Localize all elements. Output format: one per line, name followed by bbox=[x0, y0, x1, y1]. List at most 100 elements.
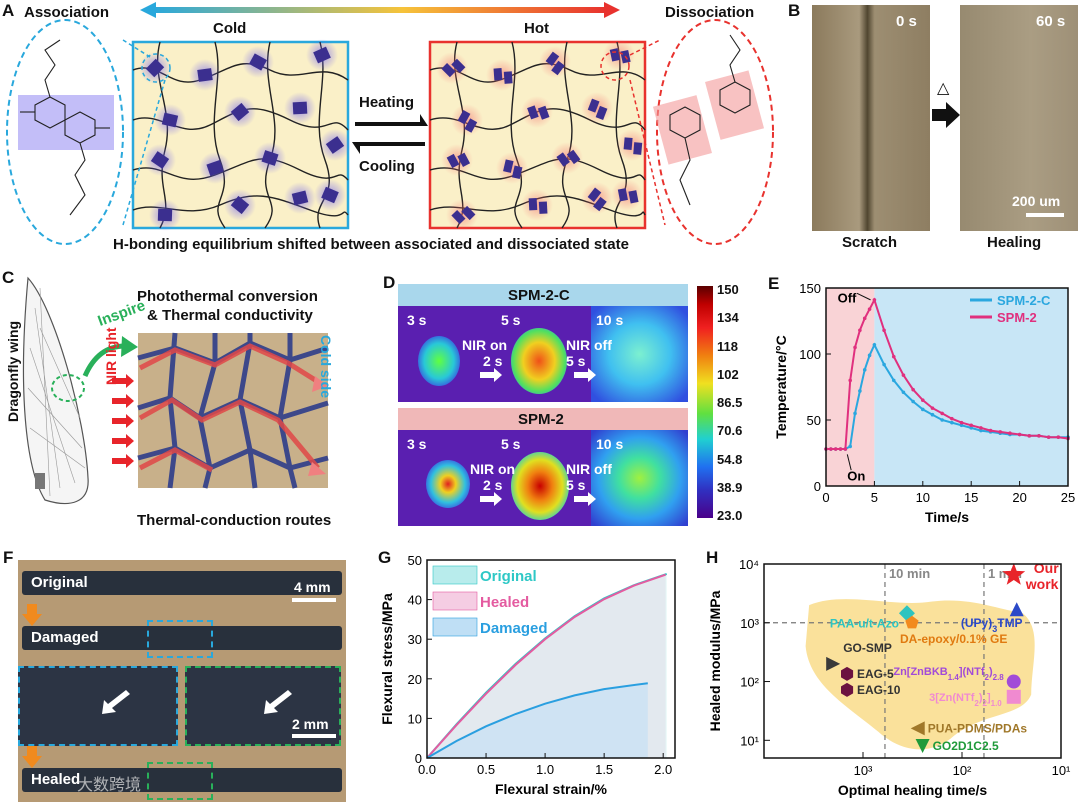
colorbar-tick-label: 23.0 bbox=[717, 508, 743, 523]
spm2c-header bbox=[398, 284, 688, 306]
y-tick-label: 20 bbox=[408, 672, 422, 687]
data-point bbox=[1027, 434, 1032, 438]
hot-motif-half bbox=[464, 118, 478, 133]
hot-motif-half bbox=[441, 63, 456, 78]
data-point bbox=[872, 298, 877, 302]
panel-c-illustration bbox=[22, 276, 329, 505]
hot-motif-half bbox=[537, 105, 550, 120]
association-label: Association bbox=[24, 4, 110, 21]
hot-motif-half bbox=[623, 137, 633, 150]
data-point bbox=[882, 362, 886, 367]
d-row1-t10: 10 s bbox=[596, 312, 624, 328]
x-axis-label: Flexural strain/% bbox=[495, 781, 608, 797]
y-tick-label: 10 bbox=[408, 711, 422, 726]
healed-crack-arrow-icon bbox=[264, 690, 292, 714]
arrow-down-icon bbox=[22, 604, 42, 626]
y-tick-label: 100 bbox=[799, 347, 821, 362]
paa-azo-label: PAA-u/t-Azo bbox=[830, 616, 899, 630]
y-tick-label: 0 bbox=[814, 479, 821, 494]
original-label: Original bbox=[31, 574, 88, 591]
hot-motif-half bbox=[503, 71, 513, 84]
d-row1-t5: 5 s bbox=[501, 312, 521, 328]
legend-label: SPM-2-C bbox=[997, 293, 1051, 308]
plot-frame bbox=[763, 563, 1062, 759]
panel-c-title-line1: Photothermal conversion bbox=[137, 288, 318, 305]
data-region-blob bbox=[805, 599, 1035, 750]
data-point bbox=[901, 390, 906, 395]
hot-motif-half bbox=[556, 152, 570, 167]
data-point bbox=[940, 411, 944, 416]
time-0s-label: 0 s bbox=[896, 13, 917, 30]
panel-c-letter: C bbox=[2, 268, 15, 287]
cold-motif bbox=[206, 160, 224, 176]
data-point bbox=[1056, 435, 1061, 439]
damaged-closeup bbox=[18, 666, 178, 746]
data-point bbox=[882, 328, 886, 333]
plot-frame bbox=[825, 287, 1069, 487]
data-point bbox=[950, 416, 954, 421]
hot-motif-half bbox=[545, 51, 560, 66]
x-tick-label: 10³ bbox=[854, 763, 873, 778]
data-point bbox=[891, 378, 896, 383]
temperature-time-chart: 0 5 10 15 20 25 0 50 100 150 Time/s Temperature/°C S… bbox=[773, 281, 1075, 525]
d-row1-on-2s: 2 s bbox=[483, 353, 503, 369]
d-row2-t10: 10 s bbox=[596, 436, 624, 452]
area-damaged bbox=[427, 683, 648, 758]
our-work-label-line1: Our bbox=[1034, 560, 1059, 576]
x-tick-label: 5 bbox=[871, 490, 878, 505]
x-tick-label: 1.5 bbox=[595, 762, 613, 777]
data-point bbox=[838, 447, 843, 451]
data-point bbox=[833, 447, 838, 451]
inspire-arrow bbox=[82, 343, 126, 378]
heating-arrow bbox=[355, 114, 428, 126]
x-tick-label: 0.0 bbox=[418, 762, 436, 777]
d-row2-on-2s: 2 s bbox=[483, 477, 503, 493]
data-point bbox=[959, 420, 964, 425]
data-point bbox=[979, 428, 983, 433]
hot-motif-half bbox=[593, 196, 607, 212]
scale-bar-f2 bbox=[292, 734, 336, 738]
go2d1c25-label: GO2D1C2.5 bbox=[933, 739, 999, 753]
y-tick-label: 10³ bbox=[740, 616, 759, 631]
x-tick-label: 20 bbox=[1012, 490, 1026, 505]
hot-motif-half bbox=[527, 105, 539, 120]
hot-motif-half bbox=[566, 149, 581, 165]
da-epoxy-label: DA-epoxy/0.1% GE bbox=[900, 632, 1007, 646]
hot-motif-half bbox=[446, 153, 460, 169]
healing-label: Healing bbox=[987, 234, 1042, 251]
panel-d-letter: D bbox=[383, 273, 396, 292]
panel-a-caption: H-bonding equilibrium shifted between as… bbox=[113, 236, 629, 253]
x-axis-label: Optimal healing time/s bbox=[838, 782, 988, 798]
marker-3-zn-ntf2-2-1-0 bbox=[1006, 689, 1021, 704]
heating-label: Heating bbox=[359, 94, 415, 111]
panel-g-letter: G bbox=[378, 548, 392, 567]
scratch-micrograph bbox=[812, 5, 930, 231]
data-point bbox=[930, 406, 935, 410]
data-point bbox=[1017, 432, 1022, 437]
cold-motif bbox=[145, 58, 165, 78]
marker-eag-10 bbox=[841, 682, 854, 697]
data-point bbox=[862, 368, 867, 372]
dimer-highlight bbox=[18, 95, 114, 150]
spm2-title: SPM-2 bbox=[518, 411, 564, 428]
data-point bbox=[853, 345, 857, 350]
flexural-chart: 0.0 0.5 1.0 1.5 2.0 0 10 20 30 40 50 Flexural strai… bbox=[380, 553, 676, 797]
damaged-label: Damaged bbox=[31, 629, 99, 646]
marker-go2d1c2-5 bbox=[915, 739, 930, 754]
cold-motif bbox=[313, 46, 331, 64]
healed-label: Healed bbox=[31, 771, 81, 788]
hot-motif-half bbox=[538, 201, 548, 214]
hot-motif-half bbox=[587, 98, 600, 113]
x-tick-label: 0 bbox=[822, 490, 829, 505]
colorbar-tick-label: 150 bbox=[717, 282, 739, 297]
y-tick-label: 30 bbox=[408, 632, 422, 647]
x-tick-label: 10¹ bbox=[1052, 763, 1071, 778]
legend-label: SPM-2 bbox=[997, 310, 1037, 325]
data-point bbox=[1008, 431, 1012, 435]
y-tick-label: 0 bbox=[415, 751, 422, 766]
our-work-label-line2: work bbox=[1025, 576, 1059, 592]
scale-label-b: 200 um bbox=[1012, 193, 1061, 209]
data-point bbox=[950, 420, 954, 425]
hot-motif-half bbox=[457, 152, 471, 168]
x-tick-label: 15 bbox=[964, 490, 978, 505]
